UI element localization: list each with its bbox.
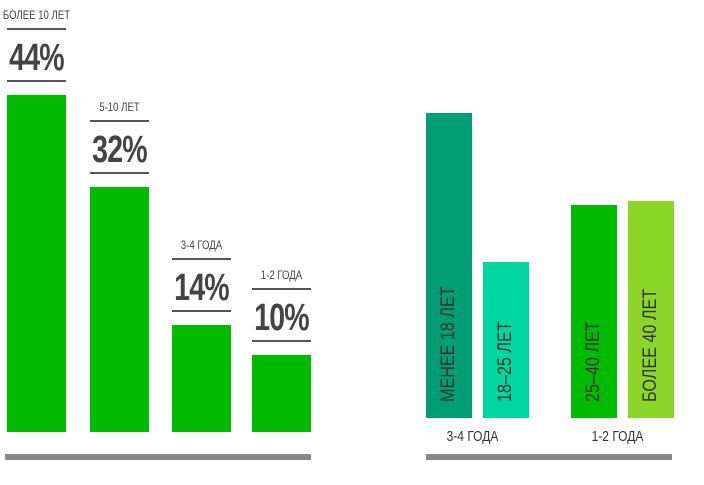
bar-label: БОЛЕЕ 40 ЛЕТ	[640, 288, 661, 402]
value-label: 10%	[254, 297, 310, 340]
bar	[172, 324, 231, 432]
bar-label: 18–25 ЛЕТ	[495, 321, 516, 402]
value-label: 14%	[174, 266, 230, 309]
bar	[571, 204, 617, 418]
bar	[426, 113, 472, 418]
bar	[7, 95, 66, 432]
divider	[172, 257, 231, 260]
divider	[7, 28, 66, 30]
divider	[172, 309, 231, 312]
value-label: 44%	[9, 37, 65, 79]
bar	[628, 201, 674, 418]
group-label: 1-2 ГОДА	[591, 428, 644, 445]
category-label: 5-10 ЛЕТ	[99, 99, 140, 114]
divider	[252, 340, 311, 343]
category-label: 3-4 ГОДА	[180, 237, 223, 252]
value-label: 32%	[92, 128, 148, 171]
divider	[90, 119, 149, 122]
category-label: БОЛЕЕ 10 ЛЕТ	[2, 8, 71, 22]
divider	[252, 288, 311, 291]
group-label: 3-4 ГОДА	[446, 428, 499, 445]
bar-label: 25–40 ЛЕТ	[583, 321, 604, 402]
axis-baseline	[426, 454, 672, 460]
bar	[252, 355, 311, 432]
bar	[483, 262, 529, 418]
axis-baseline	[5, 454, 311, 460]
bar	[90, 186, 149, 432]
divider	[7, 80, 66, 82]
divider	[90, 171, 149, 174]
category-label: 1-2 ГОДА	[260, 268, 303, 283]
bar-label: МЕНЕЕ 18 ЛЕТ	[438, 286, 459, 402]
